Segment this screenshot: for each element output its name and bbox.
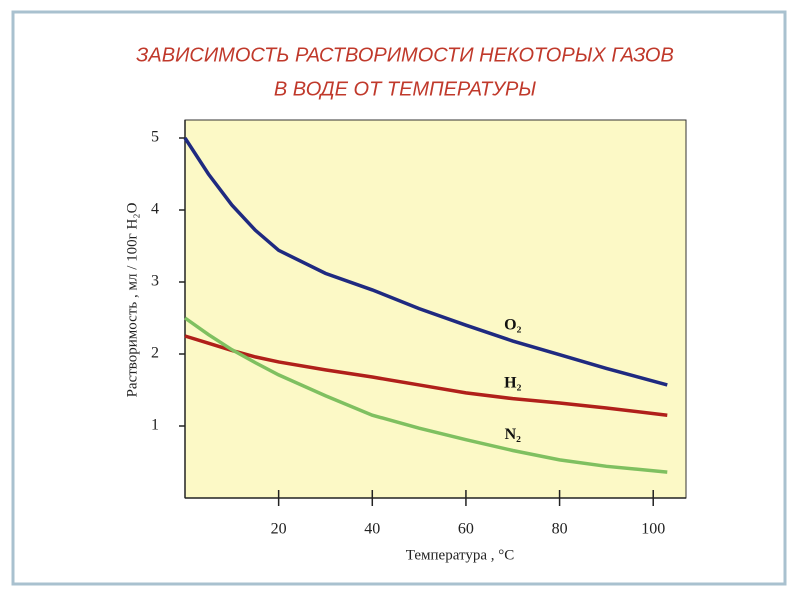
y-tick-label: 2 (151, 345, 159, 362)
x-axis-label: Температура , °С (406, 547, 514, 563)
y-tick-label: 3 (151, 273, 159, 290)
series-label: H₂ (504, 374, 521, 391)
y-axis-label: Растворимость , мл / 100г H₂O (124, 202, 140, 397)
plot-area (184, 119, 687, 499)
series-label: O₂ (504, 317, 521, 334)
line-series (183, 316, 668, 474)
line-series (183, 137, 668, 387)
y-tick-label: 4 (151, 201, 159, 218)
x-tick-label: 80 (552, 521, 568, 538)
chart-title: ЗАВИСИМОСТЬ РАСТВОРИМОСТИ НЕКОТОРЫХ ГАЗО… (136, 44, 674, 66)
x-tick-label: 100 (641, 521, 665, 538)
x-tick-label: 40 (364, 521, 380, 538)
series-label: N₂ (505, 426, 522, 443)
y-tick-label: 1 (151, 417, 159, 434)
y-tick-label: 5 (151, 129, 159, 146)
x-tick-label: 20 (271, 521, 287, 538)
chart-subtitle: В ВОДЕ ОТ ТЕМПЕРАТУРЫ (274, 78, 536, 100)
x-tick-label: 60 (458, 521, 474, 538)
